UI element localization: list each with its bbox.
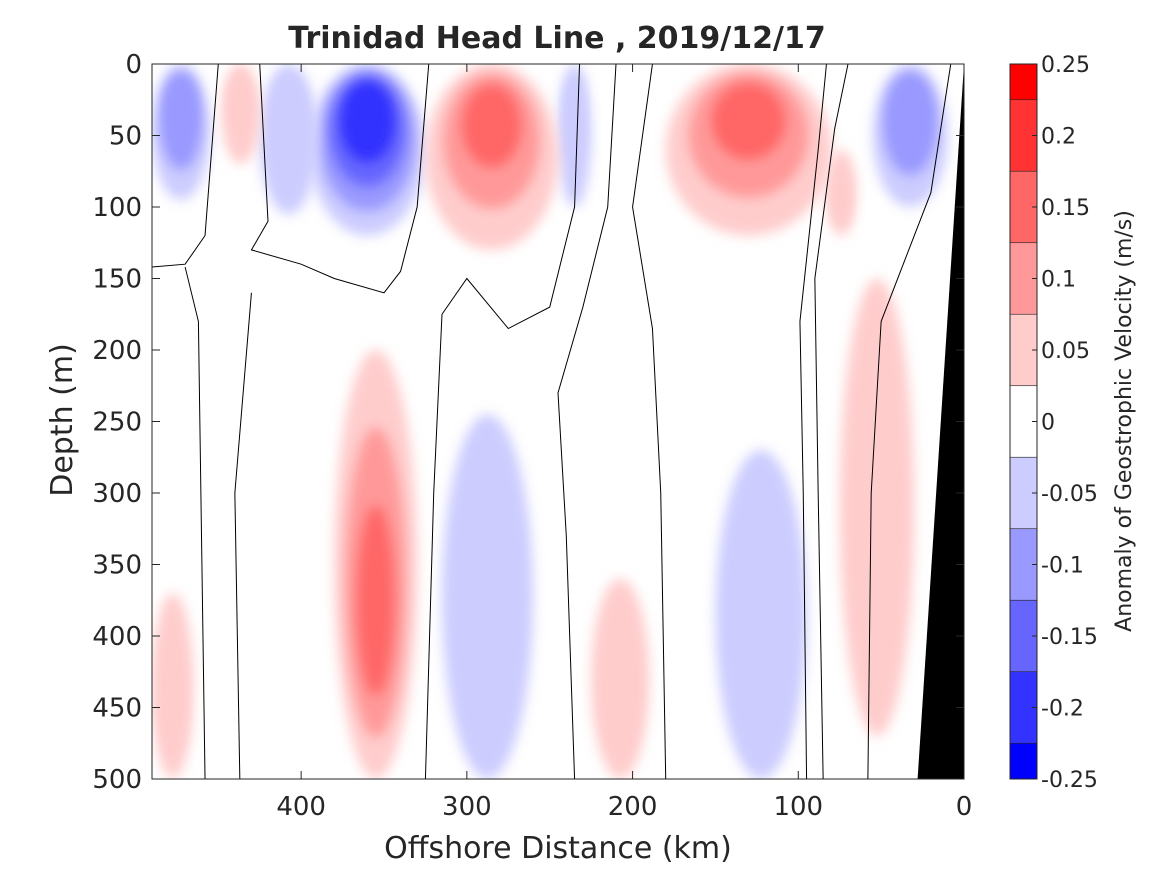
x-tick-label: 400 <box>276 792 326 822</box>
y-tick-label: 0 <box>125 50 142 80</box>
velocity-anomaly-field <box>152 64 948 779</box>
anomaly-feature-pos-75-subsurface <box>832 171 851 225</box>
colorbar-tick-label: 0 <box>1041 411 1055 436</box>
anomaly-feature-neg-290-deep <box>459 505 516 730</box>
anomaly-feature-neg-120-deep <box>732 532 790 735</box>
x-tick-label: 200 <box>608 792 658 822</box>
colorbar-tick-label: 0.05 <box>1041 339 1090 364</box>
x-axis-label: Offshore Distance (km) <box>384 831 732 866</box>
zero-contour-5 <box>632 64 667 779</box>
colorbar-tick-label: 0.2 <box>1041 125 1076 150</box>
x-tick-label: 300 <box>442 792 492 822</box>
y-tick-label: 200 <box>92 336 142 366</box>
y-tick-label: 350 <box>92 551 142 581</box>
anomaly-feature-pos-40-slope <box>854 392 900 675</box>
colorbar-tick-label: 0.1 <box>1041 268 1076 293</box>
anomaly-feature-neg-410-surface <box>270 75 307 168</box>
zero-contour-1 <box>250 64 430 294</box>
x-axis: 400 300 200 100 0 <box>276 64 972 822</box>
anomaly-feature-pos-470-deep <box>159 639 186 754</box>
y-tick-label: 150 <box>92 265 142 295</box>
colorbar-segment <box>1009 63 1038 101</box>
x-tick-label: 0 <box>956 792 973 822</box>
y-tick-label: 100 <box>92 193 142 223</box>
colorbar: 0.25 0.2 0.15 0.1 0.05 0 -0.05 -0.1 -0.15 -0.2 -0.… <box>1009 53 1098 793</box>
anomaly-feature-neg-30-surface <box>893 79 927 144</box>
zero-contour-0 <box>152 64 219 268</box>
anomaly-feature-neg-470-surface <box>168 79 194 140</box>
zero-contour-8 <box>867 64 952 779</box>
colorbar-tick-label: 0.15 <box>1041 196 1090 221</box>
y-axis: 0 50 100 150 200 250 300 350 400 450 500 <box>92 50 964 795</box>
anomaly-feature-pos-440-surface <box>228 71 253 134</box>
y-tick-label: 300 <box>92 479 142 509</box>
colorbar-tick-label: -0.2 <box>1041 697 1084 722</box>
anomaly-feature-pos-205-deep <box>602 628 638 753</box>
y-tick-label: 450 <box>92 694 142 724</box>
colorbar-tick-label: 0.25 <box>1041 53 1090 78</box>
plot-area <box>151 63 965 780</box>
seafloor <box>917 64 964 779</box>
x-tick-label: 100 <box>773 792 823 822</box>
anomaly-feature-neg-360-surface <box>350 88 384 138</box>
y-tick-label: 500 <box>92 765 142 795</box>
bathymetry <box>917 64 964 779</box>
y-tick-label: 400 <box>92 622 142 652</box>
colorbar-tick-label: -0.1 <box>1041 554 1084 579</box>
colorbar-tick-label: -0.05 <box>1041 482 1098 507</box>
anomaly-feature-pos-300-surface <box>462 84 522 168</box>
colorbar-tick-label: -0.25 <box>1041 768 1098 793</box>
colorbar-tick-label: -0.15 <box>1041 625 1098 650</box>
zero-contour-3 <box>234 292 252 779</box>
zero-contour-2 <box>184 266 206 779</box>
zero-contour-lines <box>152 64 952 779</box>
y-tick-label: 250 <box>92 408 142 438</box>
zero-contour-4 <box>424 64 581 779</box>
colorbar-segment <box>1009 742 1038 780</box>
colorbar-label: Anomaly of Geostrophic Velocity (m/s) <box>1112 210 1137 632</box>
y-tick-label: 50 <box>109 122 142 152</box>
zero-contour-9 <box>814 64 849 779</box>
y-axis-label: Depth (m) <box>45 343 80 497</box>
anomaly-feature-pos-355-deep <box>357 504 395 696</box>
zero-contour-6 <box>557 64 617 779</box>
anomaly-feature-neg-240-surface <box>564 75 585 163</box>
zero-contour-7 <box>799 64 827 779</box>
anomaly-feature-pos-120-surface <box>711 83 786 160</box>
chart-title: Trinidad Head Line , 2019/12/17 <box>288 21 825 56</box>
